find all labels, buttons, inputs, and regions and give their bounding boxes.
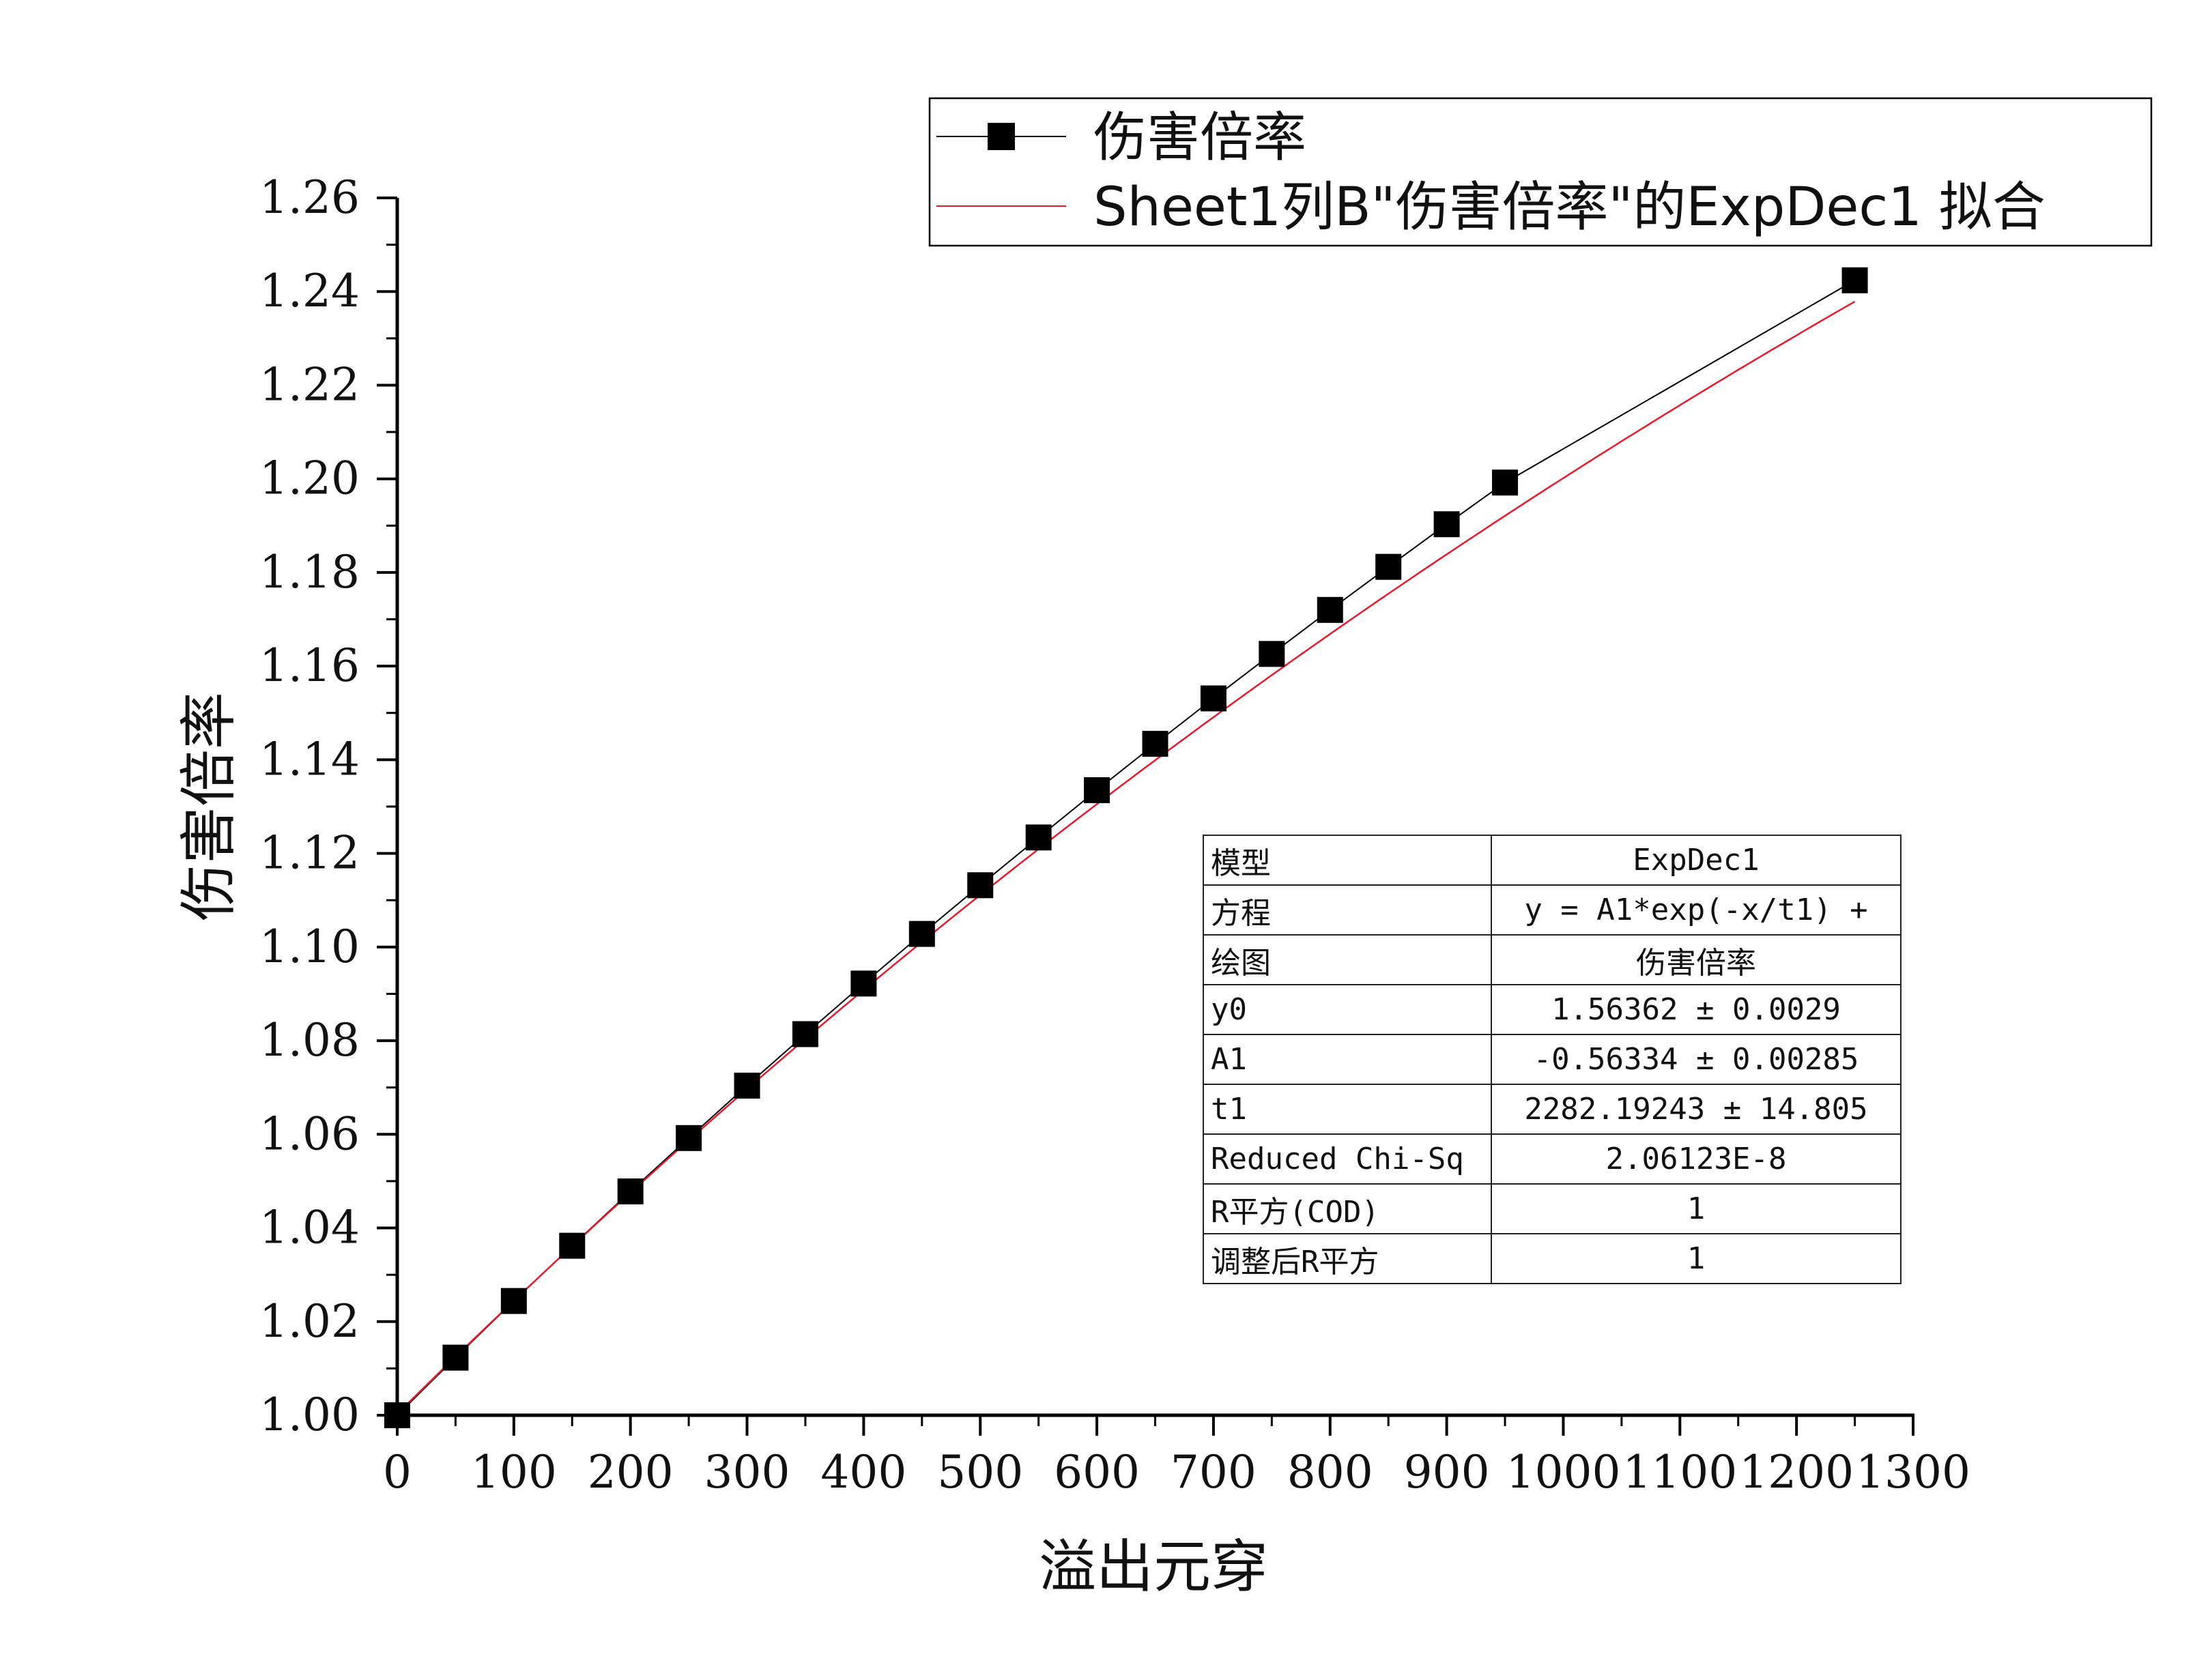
fit-param-label: 绘图 [1203,934,1492,985]
fit-param-value: ExpDec1 [1491,835,1902,886]
y-axis-ticks: 1.00 1.02 1.04 1.06 1.08 1.10 1.12 1.14 1.16 1.18… [259,171,397,1441]
fit-table-row: 方程 y = A1*exp(-x/t1) + [1203,884,1902,936]
data-point-marker [1841,267,1868,293]
data-markers [384,267,1868,1428]
data-point-marker [1025,824,1052,851]
fit-param-value: -0.56334 ± 0.00285 [1491,1034,1902,1085]
legend-label-fit: Sheet1列B"伤害倍率"的ExpDec1 拟合 [1093,177,2046,238]
fit-param-value: 1 [1491,1183,1902,1234]
fit-param-value: 2.06123E-8 [1491,1133,1902,1185]
fit-table-row: Reduced Chi-Sq 2.06123E-8 [1203,1133,1902,1185]
y-tick-label: 1.06 [259,1107,360,1160]
fit-table-row: 调整后R平方 1 [1203,1233,1902,1284]
data-point-marker [1259,641,1285,667]
legend-box [928,97,2153,247]
y-tick-label: 1.02 [259,1295,360,1348]
y-tick-label: 1.00 [259,1389,360,1441]
x-tick-label: 800 [1287,1446,1373,1498]
data-point-marker [792,1021,818,1047]
data-point-marker [1200,685,1226,712]
x-tick-label: 600 [1054,1446,1140,1498]
fit-param-label: 调整后R平方 [1203,1233,1492,1284]
data-point-marker [617,1178,644,1205]
y-tick-label: 1.24 [259,265,360,317]
data-point-marker [908,921,935,947]
fit-param-label: R平方(COD) [1203,1183,1492,1234]
data-point-marker [1084,777,1110,803]
x-tick-label: 100 [471,1446,557,1498]
data-point-marker [559,1232,586,1259]
fit-param-label: 模型 [1203,835,1492,886]
x-tick-label: 1100 [1622,1446,1737,1498]
fit-param-value: 1.56362 ± 0.0029 [1491,984,1902,1035]
y-tick-label: 1.08 [259,1014,360,1067]
fit-table-row: R平方(COD) 1 [1203,1183,1902,1234]
y-tick-label: 1.04 [259,1202,360,1254]
data-point-marker [850,970,877,997]
y-axis-title: 伤害倍率 [175,692,242,921]
data-point-marker [500,1288,527,1314]
fit-table-row: 模型 ExpDec1 [1203,835,1902,886]
fit-param-label: Reduced Chi-Sq [1203,1133,1492,1185]
data-point-marker [1433,511,1460,538]
legend: 伤害倍率 Sheet1列B"伤害倍率"的ExpDec1 拟合 [928,97,2153,247]
x-tick-label: 700 [1171,1446,1257,1498]
data-point-marker [1142,731,1168,757]
legend-marker-square [988,123,1015,150]
fit-table-row: A1 -0.56334 ± 0.00285 [1203,1034,1902,1085]
data-point-marker [734,1072,760,1099]
fit-param-label: A1 [1203,1034,1492,1085]
fit-param-value: y = A1*exp(-x/t1) + [1491,884,1902,936]
y-tick-label: 1.20 [259,452,360,505]
x-axis-ticks: 0 100 200 300 400 500 600 700 800 900 1000 1100 1200… [383,1415,1970,1498]
x-axis-title: 溢出元穿 [1039,1533,1268,1600]
fit-param-value: 2282.19243 ± 14.805 [1491,1084,1902,1135]
data-point-marker [1375,553,1402,580]
x-tick-label: 500 [937,1446,1023,1498]
data-point-marker [1492,469,1519,496]
x-tick-label: 200 [588,1446,674,1498]
x-tick-label: 900 [1404,1446,1490,1498]
data-point-marker [442,1344,469,1371]
x-tick-label: 400 [820,1446,906,1498]
y-tick-label: 1.14 [259,733,360,785]
data-point-marker [676,1125,702,1151]
data-point-marker [384,1402,410,1428]
x-tick-label: 1300 [1856,1446,1970,1498]
fit-param-label: t1 [1203,1084,1492,1135]
x-tick-label: 0 [383,1446,412,1498]
fit-param-label: 方程 [1203,884,1492,936]
fit-table-row: t1 2282.19243 ± 14.805 [1203,1084,1902,1135]
fit-param-value: 伤害倍率 [1491,934,1902,985]
fit-results-table: 模型 ExpDec1 方程 y = A1*exp(-x/t1) + 绘图 伤害倍率 y0 1.… [1203,835,1902,1284]
data-point-marker [967,872,994,899]
y-tick-label: 1.18 [259,546,360,598]
fit-param-label: y0 [1203,984,1492,1035]
fit-table-row: 绘图 伤害倍率 [1203,934,1902,985]
y-tick-label: 1.10 [259,921,360,973]
fit-table-row: y0 1.56362 ± 0.0029 [1203,984,1902,1035]
y-tick-label: 1.16 [259,639,360,692]
legend-label-series: 伤害倍率 [1093,107,1306,169]
fit-param-value: 1 [1491,1233,1902,1284]
x-tick-label: 1000 [1506,1446,1620,1498]
y-tick-label: 1.22 [259,358,360,411]
y-tick-label: 1.26 [259,171,360,224]
y-tick-label: 1.12 [259,827,360,880]
x-tick-label: 1200 [1739,1446,1854,1498]
data-point-marker [1317,596,1343,623]
x-tick-label: 300 [704,1446,790,1498]
